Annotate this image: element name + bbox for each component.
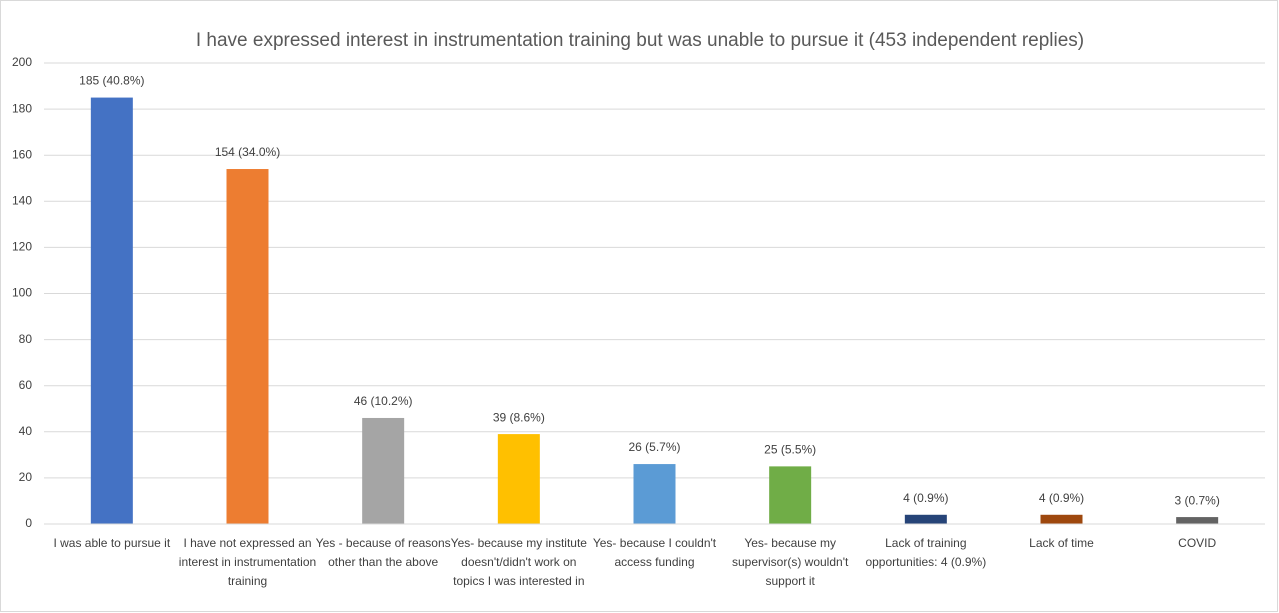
y-tick-label: 120 [12,240,32,254]
bar [90,97,133,524]
y-tick-label: 100 [12,286,32,300]
data-label: 154 (34.0%) [215,145,280,159]
x-tick-label: Yes- because my supervisor(s) wouldn't sup… [732,536,849,588]
data-label: 4 (0.9%) [1039,491,1084,505]
bar [226,169,269,524]
bar [904,514,947,524]
bar [497,434,540,524]
y-tick-label: 160 [12,147,32,161]
data-label: 25 (5.5%) [764,443,816,457]
x-tick-label: Lack of time [1029,536,1094,550]
chart-title: I have expressed interest in instrumenta… [196,30,1084,51]
x-tick-label: Yes- because I couldn't access funding [593,536,717,569]
data-label: 39 (8.6%) [493,410,545,424]
bar [1176,517,1219,524]
data-label: 185 (40.8%) [79,74,144,88]
x-tick-label: Lack of training opportunities: 4 (0.9%) [865,536,986,569]
y-tick-label: 80 [19,332,33,346]
bar [362,417,405,524]
x-tick-label: I have not expressed an interest in instr… [179,536,316,588]
y-tick-label: 140 [12,193,32,207]
data-label: 4 (0.9%) [903,491,948,505]
x-tick-label: Yes- because my institute doesn't/didn't … [451,536,588,588]
bar [633,464,676,524]
data-label: 26 (5.7%) [628,440,680,454]
x-tick-label: COVID [1178,536,1216,550]
y-tick-label: 200 [12,55,32,69]
bar [1040,514,1083,524]
x-tick-label: I was able to pursue it [53,536,170,550]
x-tick-label: Yes - because of reasons other than the a… [316,536,451,569]
bar [769,466,812,524]
y-tick-label: 40 [19,424,33,438]
data-label: 46 (10.2%) [354,394,413,408]
y-tick-label: 0 [25,516,32,530]
y-tick-label: 180 [12,101,32,115]
y-tick-label: 60 [19,378,33,392]
data-label: 3 (0.7%) [1174,493,1219,507]
y-tick-label: 20 [19,470,33,484]
